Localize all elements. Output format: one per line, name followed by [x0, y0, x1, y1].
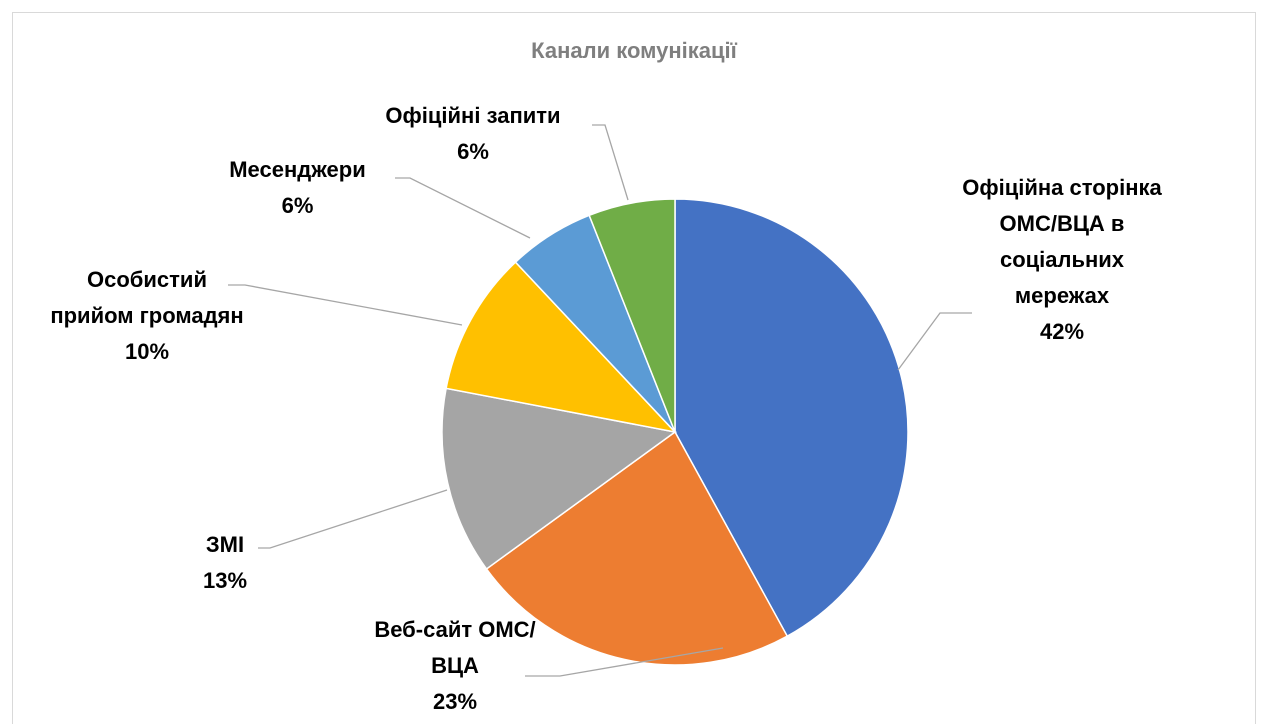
leader-line [897, 312, 972, 371]
data-label: Офіційні запити 6% [350, 98, 596, 170]
value-label: 13% [202, 568, 248, 593]
pie-slice [588, 198, 676, 433]
value-label: 10% [124, 339, 170, 364]
category-label: Веб-сайт ОМС/ВЦА [374, 617, 536, 678]
pie-slice [674, 198, 909, 638]
category-label: Месенджери [229, 157, 366, 182]
data-label: Месенджери 6% [190, 152, 405, 224]
category-label: Особистий прийом громадян [50, 267, 244, 328]
leader-line [258, 489, 448, 549]
leader-line [525, 647, 724, 677]
leader-line [395, 177, 531, 239]
data-label: Офіційна сторінка ОМС/ВЦА в соціальних м… [952, 170, 1172, 350]
category-label: ЗМІ [205, 532, 245, 557]
value-label: 42% [1039, 319, 1085, 344]
leader-line [228, 284, 463, 326]
value-label: 23% [432, 689, 478, 714]
category-label: Офіційні запити [385, 103, 561, 128]
data-label: ЗМІ 13% [165, 527, 285, 599]
chart-frame [12, 12, 1256, 724]
chart-title: Канали комунікації [531, 38, 737, 63]
value-label: 6% [281, 193, 314, 218]
data-label: Особистий прийом громадян 10% [47, 262, 247, 370]
pie-slice [441, 387, 677, 571]
data-label: Веб-сайт ОМС/ВЦА 23% [365, 612, 545, 720]
leader-line [592, 124, 629, 201]
category-label: Офіційна сторінка ОМС/ВЦА в соціальних м… [962, 175, 1162, 308]
pie-slice [445, 261, 678, 434]
pie-slice [485, 430, 789, 666]
value-label: 6% [457, 139, 489, 164]
